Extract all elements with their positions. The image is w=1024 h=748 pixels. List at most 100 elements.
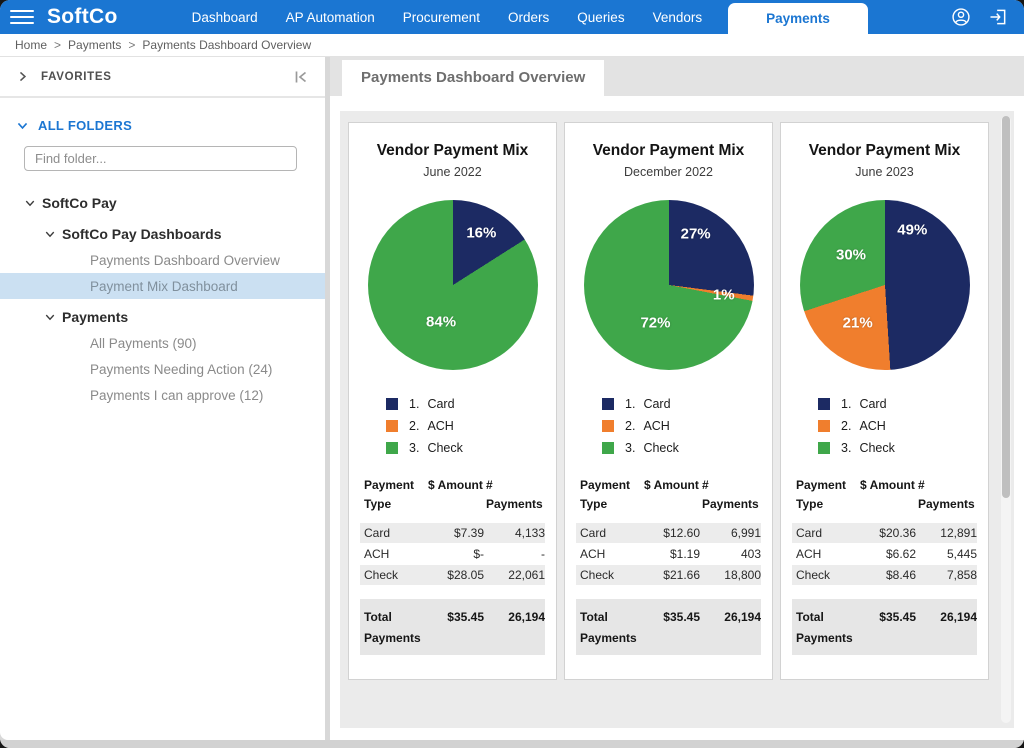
legend-label: Card xyxy=(859,397,886,411)
find-folder-input[interactable] xyxy=(24,146,297,171)
nav-item-procurement[interactable]: Procurement xyxy=(389,0,494,34)
pie-slice-label-check: 84% xyxy=(426,314,456,331)
tree-item-label: Payments Needing Action (24) xyxy=(90,362,272,377)
legend-item-card: 1.Card xyxy=(386,393,546,415)
sign-out-icon[interactable] xyxy=(988,7,1008,27)
payments-table: Payment Type$ Amount# Payments Card$20.3… xyxy=(792,476,977,655)
tree-item-payment-mix-dashboard[interactable]: Payment Mix Dashboard xyxy=(0,273,325,299)
folders-sidebar: FAVORITES ALL FOLDERS SoftCo PaySoftCo P… xyxy=(0,57,325,740)
nav-item-payments[interactable]: Payments xyxy=(728,3,868,34)
nav-item-ap-automation[interactable]: AP Automation xyxy=(272,0,389,34)
horizontal-scrollbar[interactable] xyxy=(0,740,1024,748)
vertical-scrollbar[interactable] xyxy=(1001,116,1011,723)
folder-tree: SoftCo Pay SoftCo Pay Dashboards Payments … xyxy=(0,190,325,408)
pie-slice-label-ach: 21% xyxy=(843,315,873,332)
collapse-sidebar-icon[interactable] xyxy=(293,69,309,85)
brand-logo[interactable]: SoftCo xyxy=(47,0,118,34)
legend-item-ach: 2.ACH xyxy=(818,415,978,437)
chevron-down-icon xyxy=(16,119,29,132)
table-cell: 5,445 xyxy=(918,547,977,561)
table-cell: 6,991 xyxy=(702,526,761,540)
tree-item-label: Payments Dashboard Overview xyxy=(90,253,280,268)
legend-number: 1. xyxy=(841,397,851,411)
table-total-cell: Total Payments xyxy=(580,607,642,648)
legend-swatch-ach xyxy=(386,420,398,432)
nav-item-vendors[interactable]: Vendors xyxy=(639,0,717,34)
tree-item-payments[interactable]: Payments xyxy=(0,304,325,330)
table-total-cell: 26,194 xyxy=(702,607,761,627)
legend-label: Check xyxy=(427,441,462,455)
nav-item-dashboard[interactable]: Dashboard xyxy=(178,0,272,34)
table-total-row: Total Payments$35.4526,194 xyxy=(360,599,545,655)
tree-item-label: Payments I can approve (12) xyxy=(90,388,263,403)
account-icon[interactable] xyxy=(951,7,971,27)
tree-item-payments-dashboard-overview[interactable]: Payments Dashboard Overview xyxy=(0,247,325,273)
legend-label: ACH xyxy=(859,419,885,433)
breadcrumb-payments[interactable]: Payments xyxy=(68,38,121,52)
pie-legend: 1.Card2.ACH3.Check xyxy=(818,393,978,459)
card-title: Vendor Payment Mix xyxy=(359,142,546,160)
table-row-card: Card$20.3612,891 xyxy=(792,523,977,543)
table-total-cell: 26,194 xyxy=(486,607,545,627)
legend-number: 1. xyxy=(409,397,419,411)
pie-chart: 27%1%72% xyxy=(584,200,754,370)
tree-item-softco-pay[interactable]: SoftCo Pay xyxy=(0,190,325,216)
topbar-actions xyxy=(951,0,1008,34)
tree-item-payments-needing-action-24[interactable]: Payments Needing Action (24) xyxy=(0,356,325,382)
legend-number: 2. xyxy=(409,419,419,433)
table-total-cell: Total Payments xyxy=(364,607,426,648)
hamburger-menu-icon[interactable] xyxy=(10,0,34,34)
legend-item-card: 1. Card xyxy=(818,393,978,415)
vertical-scrollbar-thumb[interactable] xyxy=(1002,116,1010,498)
table-header-row: Payment Type$ Amount# Payments xyxy=(792,476,977,514)
table-row-card: Card$7.394,133 xyxy=(360,523,545,543)
pie-slice-label-check: 30% xyxy=(836,246,866,263)
table-cell: $- xyxy=(428,547,484,561)
tree-item-payments-i-can-approve-12[interactable]: Payments I can approve (12) xyxy=(0,382,325,408)
nav-item-queries[interactable]: Queries xyxy=(563,0,638,34)
table-cell: 7,858 xyxy=(918,568,977,582)
table-cell: 18,800 xyxy=(702,568,761,582)
dashboard-panel: Vendor Payment Mix June 2022 16%84% 1.Ca… xyxy=(340,111,1014,728)
top-nav: DashboardAP AutomationProcurementOrdersQ… xyxy=(178,0,868,34)
vendor-payment-mix-card: Vendor Payment Mix June 2023 49%21%30% 1… xyxy=(780,122,989,680)
table-total-cell: $35.45 xyxy=(860,607,916,627)
breadcrumb-home[interactable]: Home xyxy=(15,38,47,52)
table-cell: Card xyxy=(364,526,426,540)
legend-label: ACH xyxy=(643,419,669,433)
tree-item-softco-pay-dashboards[interactable]: SoftCo Pay Dashboards xyxy=(0,221,325,247)
tree-item-all-payments-90[interactable]: All Payments (90) xyxy=(0,330,325,356)
pie-slice-label-check: 72% xyxy=(640,314,670,331)
legend-swatch-card xyxy=(386,398,398,410)
nav-item-orders[interactable]: Orders xyxy=(494,0,563,34)
table-header-cell: # Payments xyxy=(486,476,545,514)
table-body: Card$7.394,133ACH$--Check$28.0522,061 xyxy=(360,523,545,585)
table-total-row: Total Payments$35.4526,194 xyxy=(576,599,761,655)
all-folders-header[interactable]: ALL FOLDERS xyxy=(0,118,325,133)
main-area: Payments Dashboard Overview Vendor Payme… xyxy=(330,57,1024,740)
table-cell: $1.19 xyxy=(644,547,700,561)
table-cell: Check xyxy=(580,568,642,582)
legend-swatch-check xyxy=(386,442,398,454)
table-total-cell: $35.45 xyxy=(644,607,700,627)
tree-item-label: SoftCo Pay xyxy=(42,195,117,211)
legend-label: ACH xyxy=(427,419,453,433)
table-cell: 4,133 xyxy=(486,526,545,540)
favorites-section-header[interactable]: FAVORITES xyxy=(0,57,325,98)
table-cell: ACH xyxy=(580,547,642,561)
vendor-payment-mix-card: Vendor Payment Mix June 2022 16%84% 1.Ca… xyxy=(348,122,557,680)
legend-swatch-ach xyxy=(818,420,830,432)
legend-number: 3. xyxy=(841,441,851,455)
card-subtitle: June 2023 xyxy=(791,165,978,179)
table-cell: $20.36 xyxy=(860,526,916,540)
table-header-row: Payment Type$ Amount# Payments xyxy=(360,476,545,514)
tree-item-label: All Payments (90) xyxy=(90,336,197,351)
table-row-card: Card$12.606,991 xyxy=(576,523,761,543)
app-window: SoftCo DashboardAP AutomationProcurement… xyxy=(0,0,1024,748)
table-cell: Check xyxy=(364,568,426,582)
table-cell: $7.39 xyxy=(428,526,484,540)
table-total-cell: Total Payments xyxy=(796,607,858,648)
tab-payments-dashboard-overview[interactable]: Payments Dashboard Overview xyxy=(342,60,604,96)
breadcrumb-payments-dashboard-overview: Payments Dashboard Overview xyxy=(142,38,311,52)
legend-swatch-check xyxy=(818,442,830,454)
